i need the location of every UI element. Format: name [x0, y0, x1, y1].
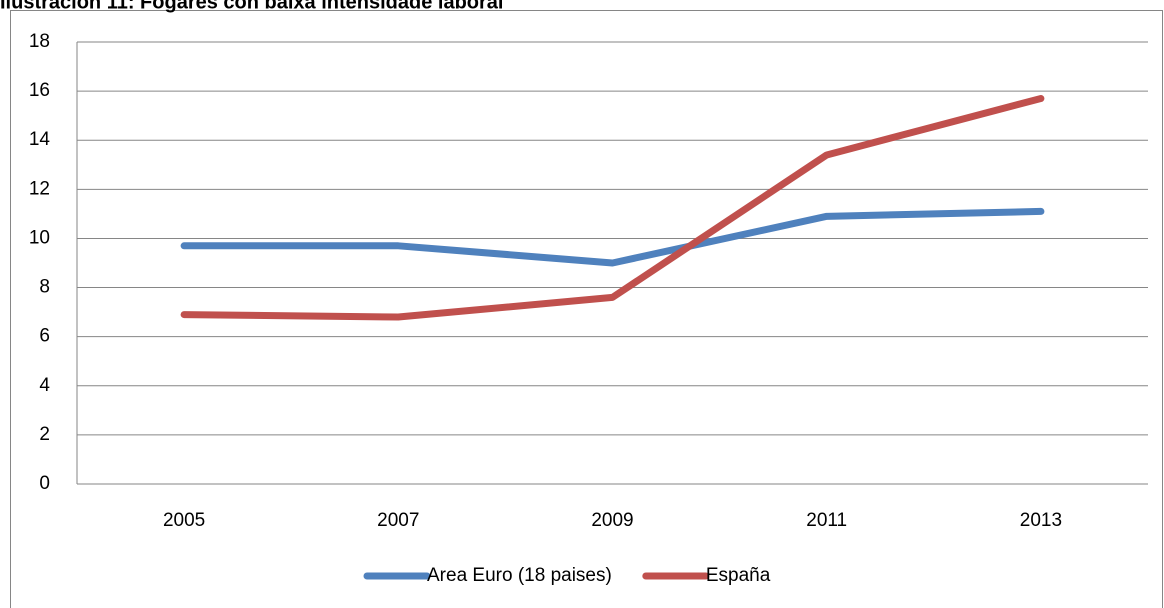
x-tick-label: 2005	[163, 510, 205, 531]
x-tick-label: 2013	[1020, 510, 1062, 531]
y-tick-label: 0	[39, 473, 50, 494]
legend-label: Area Euro (18 paises)	[427, 565, 612, 586]
y-tick-label: 4	[39, 375, 50, 396]
series-line	[180, 94, 1045, 321]
chart-title: Ilustración 11: Fogares con baixa intens…	[0, 0, 504, 13]
y-tick-label: 18	[29, 31, 50, 52]
x-tick-label: 2011	[806, 510, 847, 531]
legend-label: España	[706, 565, 771, 586]
y-tick-label: 12	[29, 178, 50, 199]
series-line	[180, 207, 1045, 267]
chart-border	[10, 10, 1163, 608]
x-tick-label: 2007	[377, 510, 419, 531]
y-tick-label: 14	[29, 129, 51, 150]
y-tick-label: 10	[29, 227, 50, 248]
title-background	[0, 0, 800, 10]
x-tick-label: 2009	[591, 510, 633, 531]
y-tick-label: 2	[39, 424, 50, 445]
y-tick-label: 6	[39, 326, 50, 347]
y-tick-label: 16	[29, 80, 50, 101]
y-tick-label: 8	[39, 277, 50, 298]
